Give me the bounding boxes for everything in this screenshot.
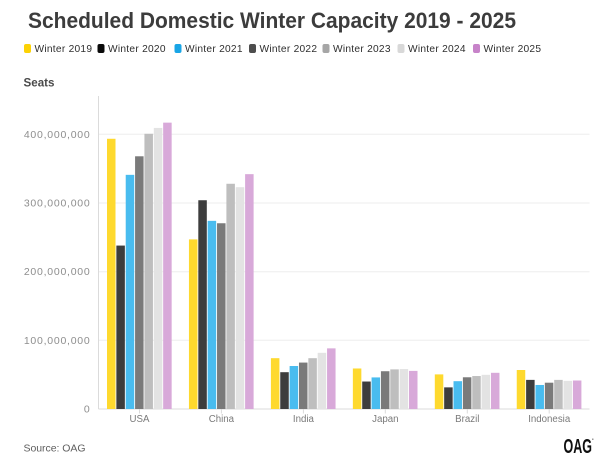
svg-text:Winter 2022: Winter 2022 bbox=[260, 44, 318, 55]
svg-text:Brazil: Brazil bbox=[455, 414, 479, 425]
svg-text:Source: OAG: Source: OAG bbox=[24, 443, 86, 455]
svg-text:Scheduled Domestic Winter Capa: Scheduled Domestic Winter Capacity 2019 … bbox=[28, 8, 516, 33]
svg-text:Winter 2024: Winter 2024 bbox=[408, 44, 466, 55]
svg-text:Japan: Japan bbox=[372, 414, 398, 425]
svg-text:Winter 2021: Winter 2021 bbox=[185, 44, 243, 55]
svg-text:200,000,000: 200,000,000 bbox=[24, 266, 91, 278]
svg-text:400,000,000: 400,000,000 bbox=[24, 129, 91, 141]
svg-text:India: India bbox=[293, 414, 315, 425]
svg-text:Indonesia: Indonesia bbox=[528, 414, 571, 425]
svg-text:Seats: Seats bbox=[24, 76, 55, 90]
svg-text:USA: USA bbox=[130, 414, 150, 425]
svg-text:100,000,000: 100,000,000 bbox=[24, 335, 91, 347]
svg-text:0: 0 bbox=[84, 404, 91, 416]
svg-text:OAG: OAG bbox=[564, 435, 593, 458]
svg-text:300,000,000: 300,000,000 bbox=[24, 198, 91, 210]
svg-text:China: China bbox=[209, 414, 235, 425]
svg-text:Winter 2025: Winter 2025 bbox=[484, 44, 542, 55]
svg-text:Winter 2019: Winter 2019 bbox=[35, 44, 93, 55]
svg-text:Winter 2023: Winter 2023 bbox=[333, 44, 391, 55]
svg-text:Winter 2020: Winter 2020 bbox=[108, 44, 166, 55]
